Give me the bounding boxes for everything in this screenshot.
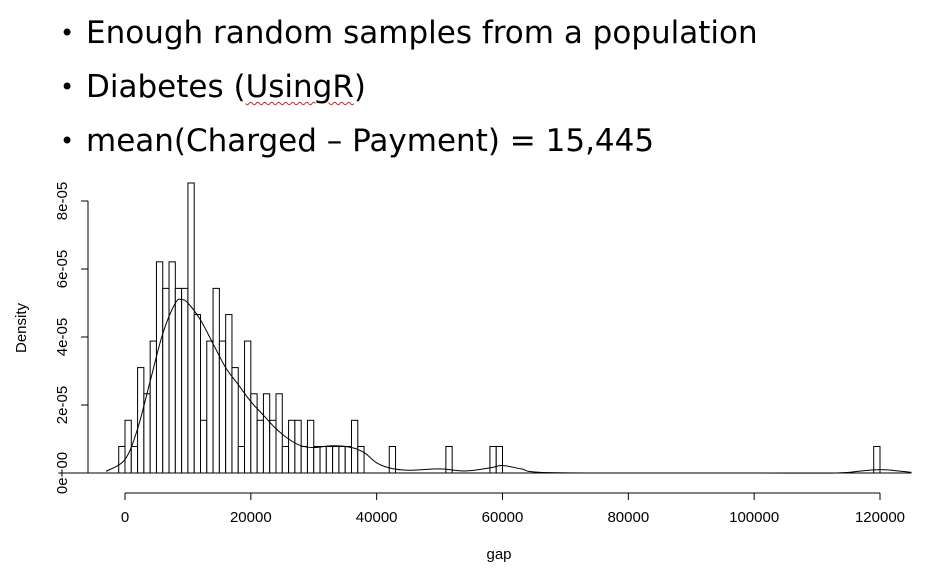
density-curve: [105, 298, 912, 474]
histogram-bar: [200, 419, 208, 474]
histogram-bar: [212, 287, 220, 474]
x-tick-label: 80000: [607, 509, 649, 526]
x-tick-label: 20000: [230, 509, 272, 526]
y-tick-label: 2e-05: [54, 386, 71, 424]
histogram-bar: [325, 445, 334, 474]
histogram-bar: [288, 419, 296, 474]
histogram-bar: [294, 419, 302, 474]
bullet-item: • Diabetes (UsingR): [60, 60, 758, 114]
x-tick-label: 100000: [729, 509, 779, 526]
y-tick-label: 0e+00: [54, 452, 71, 494]
x-tick-label: 60000: [482, 509, 524, 526]
histogram-bar: [281, 445, 290, 474]
histogram-bar: [300, 445, 308, 474]
histogram-bar: [344, 445, 352, 474]
histogram-bar: [137, 367, 145, 474]
histogram-bar: [313, 445, 321, 474]
bullet-text: Diabetes (: [86, 69, 246, 105]
bullet-item: • mean(Charged – Payment) = 15,445: [60, 114, 758, 168]
histogram-bar: [143, 393, 151, 474]
bullet-text: mean(Charged – Payment) = 15,445: [86, 123, 655, 159]
y-tick-label: 4e-05: [54, 318, 71, 356]
histogram-bar: [187, 182, 195, 474]
spellcheck-underlined-word: UsingR: [245, 69, 354, 105]
y-tick-label: 8e-05: [54, 182, 71, 220]
histogram-bar: [332, 445, 340, 474]
y-axis: 0e+00 2e-05 4e-05 6e-05 8e-05: [54, 182, 89, 494]
histogram-bars: [63, 182, 912, 474]
x-axis: 0 20000 40000 60000 80000 100000 120000: [121, 492, 905, 526]
histogram-bar: [244, 340, 252, 474]
histogram-bar: [181, 287, 189, 474]
histogram-bar: [225, 314, 233, 474]
histogram-bar: [218, 340, 227, 474]
histogram-bar: [168, 261, 176, 474]
histogram-bar: [351, 419, 359, 474]
histogram-bar: [489, 445, 497, 474]
slide-bullet-list: • Enough random samples from a population…: [60, 6, 758, 168]
histogram-bar: [193, 314, 202, 474]
x-tick-label: 40000: [356, 509, 398, 526]
histogram-bar: [256, 419, 264, 474]
histogram-bar: [124, 419, 132, 474]
histogram-bar: [237, 445, 246, 474]
bullet-item: • Enough random samples from a population: [60, 6, 758, 60]
x-axis-label: gap: [486, 546, 511, 563]
histogram-bar: [206, 340, 214, 474]
histogram-bar: [306, 419, 315, 474]
histogram-bar: [130, 445, 139, 474]
bullet-text: Enough random samples from a population: [86, 15, 758, 51]
histogram-bar: [319, 445, 327, 474]
y-axis-label: Density: [13, 302, 30, 353]
histogram-bar: [155, 261, 164, 474]
histogram-bar: [162, 287, 170, 474]
histogram-bar: [495, 445, 503, 474]
bullet-glyph: •: [60, 19, 75, 47]
histogram-bar: [873, 445, 881, 474]
histogram-bar: [262, 393, 271, 474]
histogram-bar: [338, 445, 346, 474]
bullet-glyph: •: [60, 73, 75, 101]
histogram-bar: [174, 287, 183, 474]
x-tick-label: 120000: [855, 509, 905, 526]
histogram-bar: [118, 445, 126, 474]
bullet-text: ): [353, 69, 366, 105]
x-tick-label: 0: [121, 509, 129, 526]
bullet-glyph: •: [60, 127, 75, 155]
y-tick-label: 6e-05: [54, 250, 71, 288]
